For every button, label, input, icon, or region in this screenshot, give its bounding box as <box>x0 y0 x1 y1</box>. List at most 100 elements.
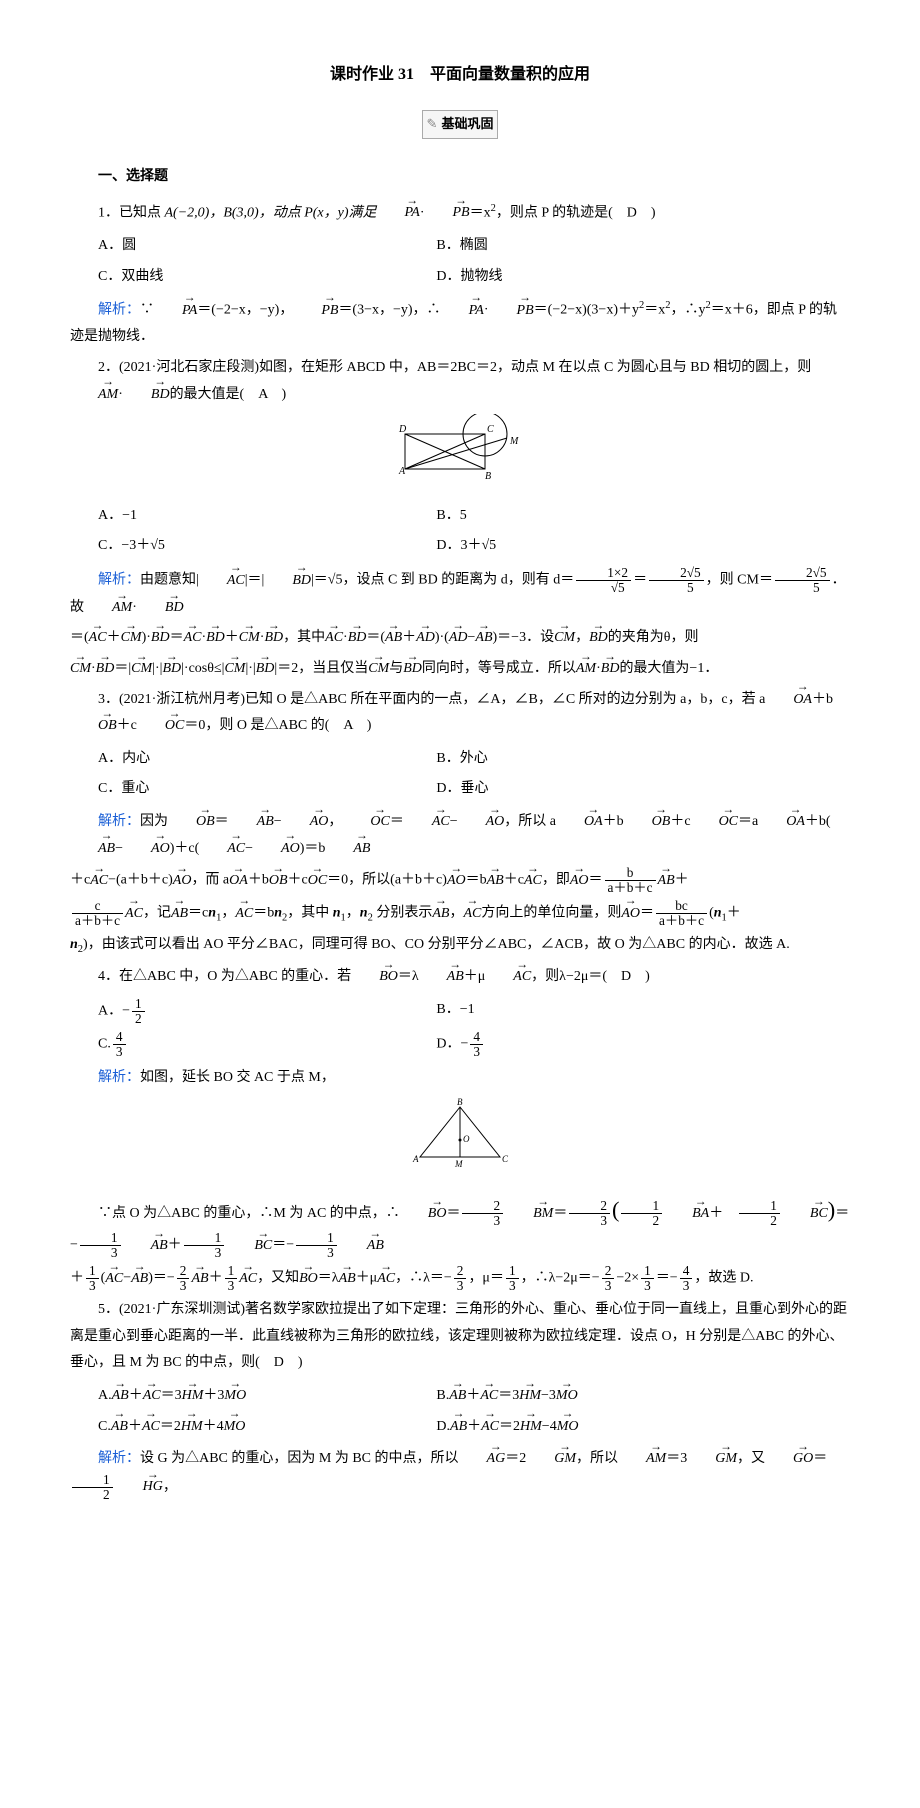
t: ＝b <box>253 906 274 921</box>
t: ，其中 <box>287 906 333 921</box>
d: 3 <box>177 1279 190 1293</box>
n: 2 <box>602 1264 615 1279</box>
t: ＝λ <box>398 969 419 984</box>
t: n <box>70 937 78 952</box>
t: ，∴λ＝− <box>395 1271 452 1286</box>
t: ＝| <box>114 661 131 676</box>
v: CM <box>554 630 575 645</box>
t: ，所以 a <box>504 814 556 829</box>
v: AC <box>105 1271 123 1286</box>
v: CM <box>224 661 245 676</box>
t: ， <box>221 906 235 921</box>
t: )＋c( <box>170 841 200 856</box>
t: − <box>115 841 123 856</box>
t: 的最大值为−1． <box>619 661 718 676</box>
t: ＋ <box>466 1388 480 1403</box>
q2-figure: A B C D M <box>70 414 850 495</box>
q1-explain: 解析：∵PA＝(−2−x，−y)，PB＝(3−x，−y)，∴PA·PB＝(−2−… <box>70 296 850 351</box>
d: 3 <box>462 1214 503 1228</box>
t: ＋3 <box>203 1388 224 1403</box>
t: ＝(−2−x)(3−x)＋y <box>534 303 639 318</box>
v: AB <box>658 873 675 888</box>
badge: ✎基础巩固 <box>422 110 499 139</box>
d: a＋b＋c <box>72 914 123 928</box>
t: n <box>208 906 216 921</box>
svg-text:A: A <box>398 466 406 477</box>
t: A. <box>98 1388 112 1403</box>
vec-pa: PA <box>405 205 420 220</box>
v: CM <box>239 630 260 645</box>
t: ，∴y <box>671 303 706 318</box>
v: AC <box>463 906 481 921</box>
q5-stem: 5．(2021·广东深圳测试)著名数学家欧拉提出了如下定理：三角形的外心、重心、… <box>70 1297 850 1377</box>
v: AO <box>486 814 505 829</box>
svg-text:B: B <box>485 471 491 482</box>
t: ＋4 <box>203 1419 224 1434</box>
t: 1．已知点 <box>98 205 165 220</box>
t: ＋c <box>70 873 90 888</box>
d: 3 <box>602 1279 615 1293</box>
v: AD <box>416 630 435 645</box>
opt-d: D．3＋√5 <box>436 531 774 562</box>
t: ＝ <box>553 1206 567 1221</box>
q4-options: A．−12 B．−1 C.43 D．−43 <box>98 995 850 1061</box>
t: −3 <box>541 1388 556 1403</box>
v: OA <box>786 814 805 829</box>
v: AB <box>447 969 464 984</box>
t: ＝c <box>188 906 208 921</box>
v: CM <box>70 661 91 676</box>
t: ＋ <box>675 873 689 888</box>
t: ＝− <box>272 1238 294 1253</box>
exp-label: 解析： <box>98 1070 140 1085</box>
opt-c: C．双曲线 <box>98 262 436 293</box>
v: GO <box>793 1451 813 1466</box>
v: BD <box>292 573 311 588</box>
v: AC <box>125 906 143 921</box>
t: |＝2，当且仅当 <box>274 661 368 676</box>
t: )· <box>142 630 151 645</box>
v: MO <box>224 1419 246 1434</box>
t: ＋ <box>209 1271 223 1286</box>
v: CM <box>121 630 142 645</box>
t: 设 G 为△ABC 的重心，因为 M 为 BC 的中点，所以 <box>140 1451 459 1466</box>
v: BD <box>151 630 170 645</box>
v: AB <box>112 1388 129 1403</box>
v: AC <box>90 873 108 888</box>
v: AC <box>227 841 245 856</box>
t: ＋b <box>603 814 624 829</box>
t: − <box>123 1271 131 1286</box>
t: |·| <box>152 661 162 676</box>
t: ＋ <box>709 1206 723 1221</box>
q3-explain-3: ca＋b＋cAC，记AB＝cn1，AC＝bn2，其中 n1，n2 分别表示AB，… <box>70 899 850 928</box>
v: PA <box>469 303 484 318</box>
v: AC <box>481 1419 499 1434</box>
t: n <box>714 906 722 921</box>
t: −(a＋b＋c) <box>108 873 173 888</box>
q4-explain-2: ∵点 O 为△ABC 的重心，∴M 为 AC 的中点，∴BO＝23BM＝23(1… <box>70 1189 850 1260</box>
t: 如图，延长 BO 交 AC 于点 M， <box>140 1070 335 1085</box>
v: GM <box>554 1451 576 1466</box>
t: ＝a <box>738 814 758 829</box>
v: OB <box>98 718 117 733</box>
n: c <box>72 899 123 914</box>
q5-options: A.AB＋AC＝3HM＋3MO B.AB＋AC＝3HM−3MO C.AB＋AC＝… <box>98 1381 850 1442</box>
d: 3 <box>454 1279 467 1293</box>
opt-a: A．圆 <box>98 231 436 262</box>
v: BC <box>254 1238 272 1253</box>
n: 1 <box>641 1264 654 1279</box>
t: ＝2 <box>160 1419 181 1434</box>
t: ，故选 D. <box>694 1271 753 1286</box>
v: AB <box>171 906 188 921</box>
t: ＝(3−x，−y)，∴ <box>338 303 440 318</box>
v: AC <box>184 630 202 645</box>
t: n <box>333 906 341 921</box>
d: 3 <box>680 1279 693 1293</box>
v: AM <box>112 600 132 615</box>
svg-text:C: C <box>502 1154 509 1164</box>
t: ＋b( <box>805 814 831 829</box>
q4-figure: B A C M O <box>70 1097 850 1183</box>
t: ＋ <box>128 1419 142 1434</box>
v: AB <box>487 873 504 888</box>
t: 分别表示 <box>373 906 433 921</box>
t: ＝2 <box>499 1419 520 1434</box>
